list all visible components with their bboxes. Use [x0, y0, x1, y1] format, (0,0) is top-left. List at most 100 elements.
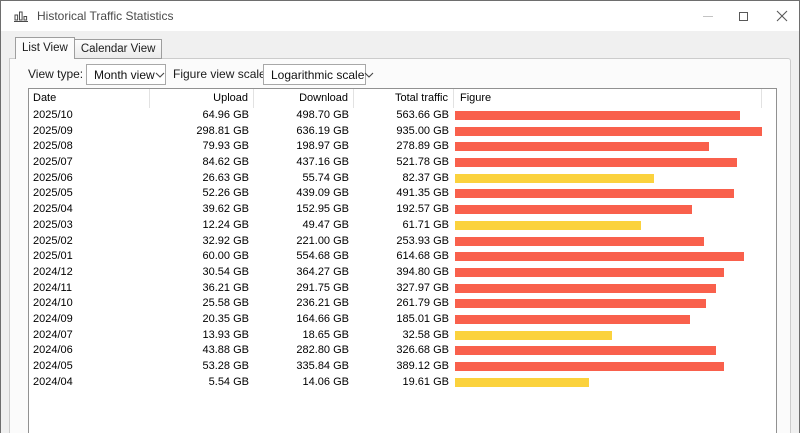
- cell-download: 364.27 GB: [296, 265, 349, 278]
- table-row[interactable]: 2025/01 60.00 GB 554.68 GB 614.68 GB: [29, 249, 776, 265]
- cell-upload: 84.62 GB: [202, 156, 249, 169]
- table-row[interactable]: 2025/05 52.26 GB 439.09 GB 491.35 GB: [29, 186, 776, 202]
- tab-list-view[interactable]: List View: [15, 37, 75, 59]
- figure-scale-value: Logarithmic scale: [271, 67, 365, 82]
- tab-bar: List View Calendar View: [15, 37, 163, 59]
- cell-upload: 52.26 GB: [202, 187, 249, 200]
- table-row[interactable]: 2024/07 13.93 GB 18.65 GB 32.58 GB: [29, 328, 776, 344]
- table-row[interactable]: 2025/09 298.81 GB 636.19 GB 935.00 GB: [29, 124, 776, 140]
- traffic-bar: [455, 126, 762, 136]
- cell-total-traffic: 394.80 GB: [396, 265, 449, 278]
- cell-date: 2025/02: [33, 234, 73, 247]
- cell-date: 2025/04: [33, 203, 73, 216]
- cell-download: 291.75 GB: [296, 281, 349, 294]
- table-row[interactable]: 2025/02 32.92 GB 221.00 GB 253.93 GB: [29, 234, 776, 250]
- cell-date: 2025/03: [33, 218, 73, 231]
- cell-total-traffic: 389.12 GB: [396, 360, 449, 372]
- cell-date: 2024/06: [33, 344, 73, 357]
- minimize-icon: [703, 15, 713, 17]
- cell-figure: [454, 249, 762, 265]
- table-row[interactable]: 2025/06 26.63 GB 55.74 GB 82.37 GB: [29, 171, 776, 187]
- column-header-figure[interactable]: Figure: [454, 89, 762, 108]
- close-button[interactable]: [764, 1, 799, 31]
- maximize-button[interactable]: [725, 1, 761, 31]
- table-row[interactable]: 2025/10 64.96 GB 498.70 GB 563.66 GB: [29, 108, 776, 124]
- cell-total-traffic: 19.61 GB: [402, 375, 449, 388]
- table-row[interactable]: 2024/10 25.58 GB 236.21 GB 261.79 GB: [29, 296, 776, 312]
- traffic-bar: [455, 158, 737, 168]
- cell-total-traffic: 82.37 GB: [402, 171, 449, 184]
- cell-figure: [454, 281, 762, 297]
- column-header-download[interactable]: Download: [254, 89, 354, 108]
- traffic-bar: [455, 142, 709, 152]
- cell-download: 164.66 GB: [296, 312, 349, 325]
- cell-download: 498.70 GB: [296, 109, 349, 121]
- cell-upload: 298.81 GB: [196, 124, 249, 137]
- cell-figure: [454, 265, 762, 281]
- cell-upload: 12.24 GB: [202, 218, 249, 231]
- cell-date: 2025/10: [33, 109, 73, 121]
- traffic-table: Date Upload Download Total traffic Figur…: [28, 88, 777, 433]
- cell-date: 2025/05: [33, 187, 73, 200]
- traffic-bar: [455, 111, 740, 120]
- cell-download: 221.00 GB: [296, 234, 349, 247]
- cell-date: 2024/10: [33, 297, 73, 310]
- table-row[interactable]: 2024/09 20.35 GB 164.66 GB 185.01 GB: [29, 312, 776, 328]
- cell-date: 2025/01: [33, 250, 73, 263]
- cell-figure: [454, 343, 762, 359]
- column-header-upload[interactable]: Upload: [150, 89, 254, 108]
- cell-upload: 26.63 GB: [202, 171, 249, 184]
- table-row[interactable]: 2024/11 36.21 GB 291.75 GB 327.97 GB: [29, 281, 776, 297]
- cell-figure: [454, 234, 762, 250]
- cell-upload: 79.93 GB: [202, 140, 249, 153]
- table-row[interactable]: 2024/12 30.54 GB 364.27 GB 394.80 GB: [29, 265, 776, 281]
- minimize-button[interactable]: [690, 1, 726, 31]
- cell-date: 2025/06: [33, 171, 73, 184]
- cell-figure: [454, 108, 762, 124]
- cell-total-traffic: 192.57 GB: [396, 203, 449, 216]
- cell-total-traffic: 491.35 GB: [396, 187, 449, 200]
- cell-upload: 60.00 GB: [202, 250, 249, 263]
- table-row[interactable]: 2025/04 39.62 GB 152.95 GB 192.57 GB: [29, 202, 776, 218]
- cell-total-traffic: 253.93 GB: [396, 234, 449, 247]
- cell-figure: [454, 312, 762, 328]
- traffic-bar: [455, 299, 706, 309]
- figure-scale-select[interactable]: Logarithmic scale: [263, 64, 374, 85]
- table-row[interactable]: 2025/03 12.24 GB 49.47 GB 61.71 GB: [29, 218, 776, 234]
- cell-total-traffic: 185.01 GB: [396, 312, 449, 325]
- cell-upload: 36.21 GB: [202, 281, 249, 294]
- cell-upload: 32.92 GB: [202, 234, 249, 247]
- column-header-filler: [762, 89, 776, 108]
- cell-total-traffic: 61.71 GB: [402, 218, 449, 231]
- cell-date: 2024/12: [33, 265, 73, 278]
- list-view-page: View type: Month view Figure view scale:…: [9, 58, 791, 433]
- traffic-bar: [455, 330, 612, 340]
- cell-download: 18.65 GB: [302, 328, 349, 341]
- table-row[interactable]: 2024/04 5.54 GB 14.06 GB 19.61 GB: [29, 375, 776, 391]
- column-header-total-traffic[interactable]: Total traffic: [354, 89, 454, 108]
- cell-date: 2025/09: [33, 124, 73, 137]
- traffic-bar: [455, 220, 641, 230]
- cell-total-traffic: 261.79 GB: [396, 297, 449, 310]
- table-row[interactable]: 2024/06 43.88 GB 282.80 GB 326.68 GB: [29, 343, 776, 359]
- cell-upload: 64.96 GB: [202, 109, 249, 121]
- table-row[interactable]: 2025/07 84.62 GB 437.16 GB 521.78 GB: [29, 155, 776, 171]
- traffic-bar: [455, 173, 654, 183]
- traffic-bar: [455, 377, 589, 387]
- cell-total-traffic: 521.78 GB: [396, 156, 449, 169]
- table-row[interactable]: 2024/05 53.28 GB 335.84 GB 389.12 GB: [29, 359, 776, 375]
- cell-figure: [454, 218, 762, 234]
- traffic-bar: [455, 362, 724, 371]
- titlebar: Historical Traffic Statistics: [1, 1, 799, 31]
- cell-figure: [454, 171, 762, 187]
- cell-date: 2024/04: [33, 375, 73, 388]
- column-header-date[interactable]: Date: [29, 89, 150, 108]
- cell-upload: 13.93 GB: [202, 328, 249, 341]
- table-row[interactable]: 2025/08 79.93 GB 198.97 GB 278.89 GB: [29, 139, 776, 155]
- tab-calendar-view[interactable]: Calendar View: [74, 39, 163, 59]
- cell-download: 282.80 GB: [296, 344, 349, 357]
- cell-figure: [454, 155, 762, 171]
- view-type-select[interactable]: Month view: [86, 64, 166, 85]
- cell-download: 14.06 GB: [302, 375, 349, 388]
